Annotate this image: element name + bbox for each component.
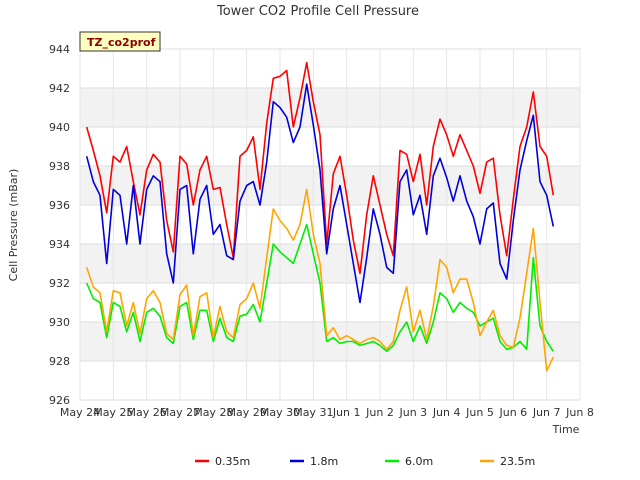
legend-label: 23.5m	[500, 455, 535, 468]
series-line-23.5m	[85, 188, 555, 372]
x-tick-label: Jun 1	[332, 406, 361, 419]
y-tick-label: 940	[49, 121, 70, 134]
badge-label: TZ_co2prof	[87, 36, 156, 49]
legend: 0.35m 1.8m 6.0m 23.5m	[195, 455, 535, 468]
y-tick-label: 942	[49, 82, 70, 95]
y-tick-label: 936	[49, 199, 70, 212]
y-tick-label: 938	[49, 160, 70, 173]
x-tick-label: May 28	[193, 406, 233, 419]
x-tick-label: Jun 6	[498, 406, 527, 419]
x-tick-label: May 25	[93, 406, 133, 419]
y-axis-ticks: 926 928 930 932 934 936 938 940 942 944	[49, 43, 70, 407]
y-tick-label: 934	[49, 238, 70, 251]
series-line-0.35m	[85, 61, 555, 275]
x-tick-label: May 26	[127, 406, 167, 419]
y-tick-label: 930	[49, 316, 70, 329]
grid-band	[80, 166, 580, 205]
x-tick-label: May 27	[160, 406, 200, 419]
y-tick-label: 926	[49, 394, 70, 407]
x-axis-label: Time	[552, 423, 580, 436]
x-tick-label: Jun 4	[432, 406, 461, 419]
x-tick-label: May 24	[60, 406, 100, 419]
x-tick-label: Jun 2	[365, 406, 394, 419]
chart-title: Tower CO2 Profile Cell Pressure	[216, 4, 419, 19]
x-tick-label: May 29	[227, 406, 267, 419]
x-tick-label: May 30	[260, 406, 300, 419]
x-tick-label: Jun 5	[465, 406, 494, 419]
station-badge: TZ_co2prof	[79, 31, 161, 52]
badge-box	[79, 31, 161, 52]
series-lines	[85, 61, 555, 372]
x-tick-label: Jun 3	[398, 406, 427, 419]
y-axis-label: Cell Pressure (mBar)	[7, 169, 20, 282]
x-tick-label: Jun 7	[532, 406, 561, 419]
series-line-1.8m	[85, 83, 555, 304]
grid-band	[80, 88, 580, 127]
x-tick-label: Jun 8	[565, 406, 594, 419]
x-tick-label: May 31	[293, 406, 333, 419]
y-tick-label: 944	[49, 43, 70, 56]
legend-label: 6.0m	[405, 455, 433, 468]
legend-label: 1.8m	[310, 455, 338, 468]
y-tick-label: 932	[49, 277, 70, 290]
grid-band	[80, 244, 580, 283]
grid-band	[80, 322, 580, 361]
y-tick-label: 928	[49, 355, 70, 368]
legend-label: 0.35m	[215, 455, 250, 468]
